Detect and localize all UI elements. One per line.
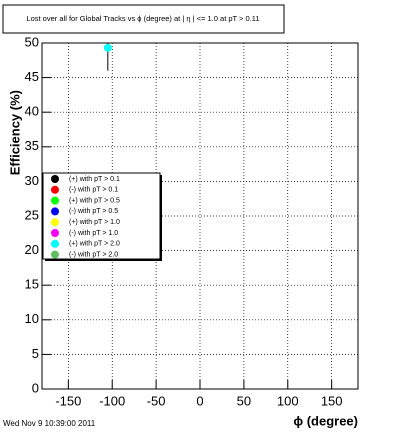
y-tick-label: 0	[32, 380, 39, 395]
y-tick-label: 20	[25, 242, 39, 257]
legend-marker	[51, 229, 59, 237]
y-tick-label: 40	[25, 104, 39, 119]
legend-label: (+) with pT > 0.1	[69, 176, 120, 183]
legend-marker	[51, 207, 59, 216]
legend-marker	[51, 218, 59, 227]
y-tick-label: 45	[25, 69, 39, 84]
x-tick-label: -100	[99, 393, 125, 408]
legend-marker	[51, 239, 59, 248]
y-axis-label: Efficiency (%)	[7, 90, 22, 175]
legend-label: (-) with pT > 2.0	[69, 251, 118, 258]
title-box	[2, 4, 285, 34]
legend-marker	[51, 196, 59, 205]
x-tick-label: 150	[321, 393, 343, 408]
x-tick-label: -50	[147, 393, 166, 408]
footer: Wed Nov 9 10:39:00 2011	[3, 419, 96, 428]
legend-label: (-) with pT > 1.0	[69, 230, 118, 237]
y-tick-label: 50	[25, 34, 39, 49]
y-tick-label: 5	[32, 346, 39, 361]
legend-label: (-) with pT > 0.5	[69, 208, 118, 215]
legend-label: (+) with pT > 1.0	[69, 219, 120, 226]
chart-title: Lost over all for Global Tracks vs ϕ (de…	[26, 14, 259, 23]
y-tick-label: 15	[25, 277, 39, 292]
y-tick-label: 35	[25, 138, 39, 153]
data-point	[103, 43, 112, 52]
legend-label: (+) with pT > 0.5	[69, 197, 120, 204]
x-tick-label: 100	[277, 393, 299, 408]
x-tick-label: 0	[196, 393, 203, 408]
legend-box	[42, 172, 161, 260]
x-tick-label: 50	[237, 393, 251, 408]
x-axis-label: ϕ (degree)	[293, 413, 358, 428]
legend-marker	[51, 175, 59, 183]
legend-marker	[51, 185, 59, 194]
y-tick-label: 10	[25, 311, 39, 326]
y-tick-label: 25	[25, 207, 39, 222]
legend-marker	[51, 250, 59, 259]
legend-label: (-) with pT > 0.1	[69, 187, 118, 194]
y-tick-label: 30	[25, 173, 39, 188]
x-tick-label: -150	[55, 393, 81, 408]
legend-label: (+) with pT > 2.0	[69, 241, 120, 248]
